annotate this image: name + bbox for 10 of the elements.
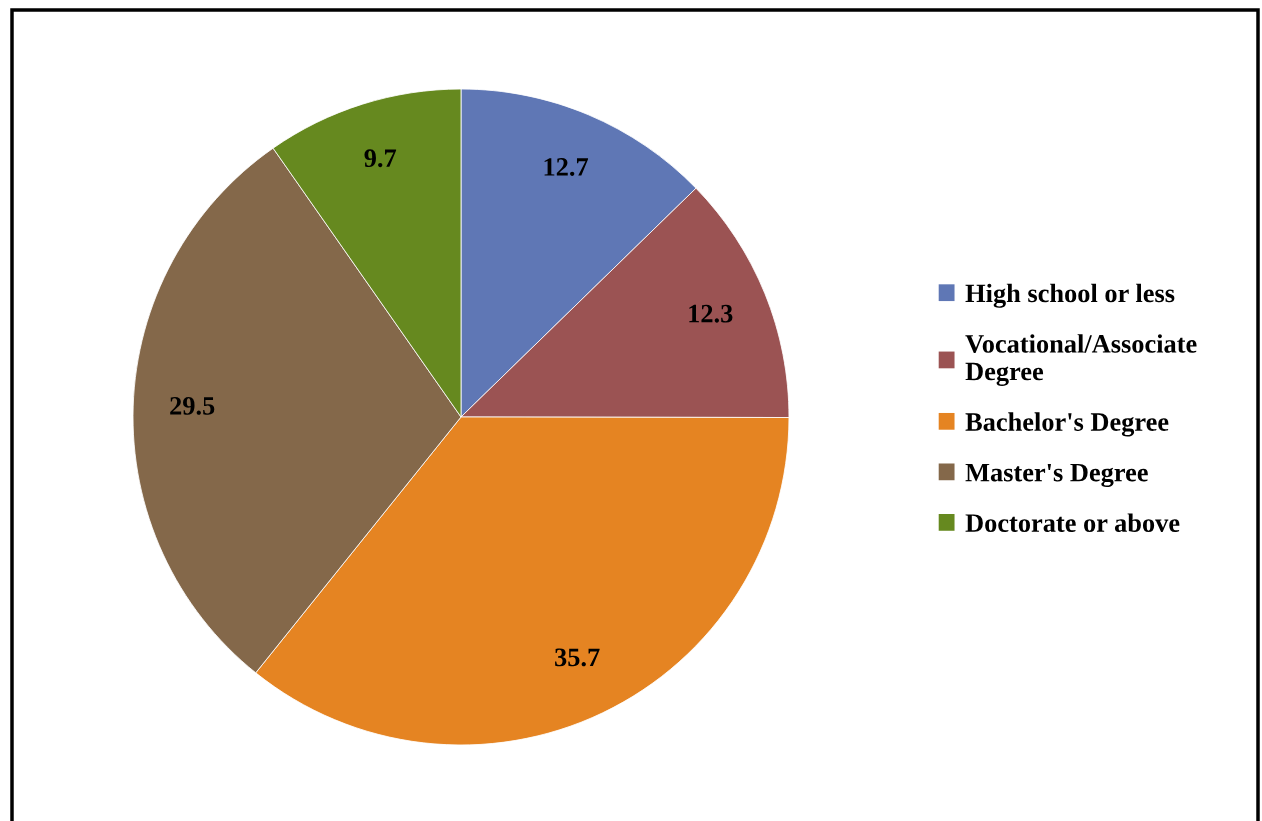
data-label: 9.7 <box>364 149 397 168</box>
legend-label: Master's Degree <box>965 463 1148 487</box>
legend-label: High school or less <box>965 283 1175 308</box>
data-label: 35.7 <box>555 648 600 667</box>
data-label: 29.5 <box>170 396 215 415</box>
data-label: 12.7 <box>544 158 589 176</box>
legend-label: Bachelor's Degree <box>965 412 1169 437</box>
legend-label: Vocational/Associate Degree <box>965 334 1197 386</box>
legend-label: Doctorate or above <box>965 513 1180 532</box>
data-label: 12.3 <box>689 304 733 323</box>
